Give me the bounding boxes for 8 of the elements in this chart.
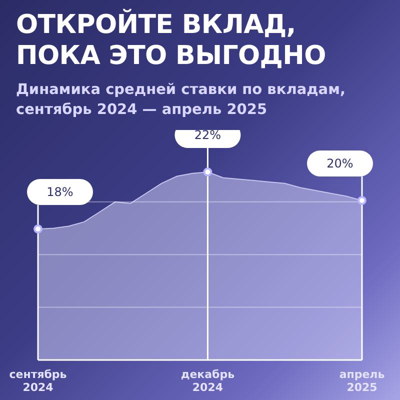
chart-subtitle: Динамика средней ставки по вкладам, сентябрь 2024 — апрель 2025 <box>16 81 346 120</box>
x-tick-label: декабрь 2024 <box>180 368 235 394</box>
chart-title: ОТКРОЙТЕ ВКЛАД, ПОКА ЭТО ВЫГОДНО <box>16 10 326 72</box>
data-label: 18% <box>46 184 74 199</box>
data-label: 22% <box>194 128 222 142</box>
x-tick-label: сентябрь 2024 <box>9 368 67 394</box>
data-label: 20% <box>326 156 354 170</box>
x-tick-label: апрель 2025 <box>339 368 385 394</box>
